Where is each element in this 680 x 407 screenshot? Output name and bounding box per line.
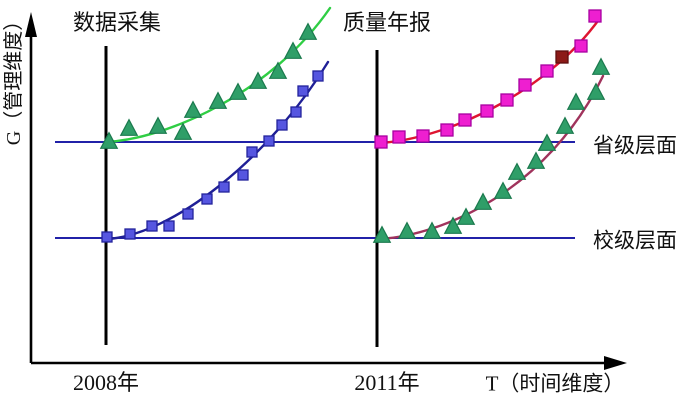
data-point-square [574,39,588,53]
data-point-triangle [456,207,476,225]
data-point-square [440,123,454,137]
event-label-quality-annual-report: 质量年报 [342,10,432,35]
x-tick-2011: 2011年 [354,370,420,395]
data-point-square [237,169,249,181]
data-point-triangle [283,41,303,59]
data-point-triangle [148,116,168,134]
data-point-square [540,64,554,78]
y-axis-label: G（管理维度） [3,10,25,146]
level-label-school: 校级层面 [593,228,677,253]
data-point-triangle [372,225,392,243]
data-point-triangle [473,192,493,210]
data-point-square [163,220,175,232]
data-point-square [182,208,194,220]
data-point-triangle [493,181,513,199]
data-point-square [374,135,388,149]
data-point-triangle [173,122,193,140]
data-point-triangle [268,61,288,79]
trend-curve-3 [377,74,605,241]
data-point-square [297,85,309,97]
data-point-square [101,231,113,243]
data-point-square [246,146,258,158]
data-point-square [201,193,213,205]
data-point-triangle [566,92,586,110]
data-point-triangle [422,221,442,239]
trend-curve-1 [105,60,330,241]
data-point-triangle [397,221,417,239]
data-point-square [276,119,288,131]
data-point-triangle [248,71,268,89]
data-point-square [518,78,532,92]
data-point-triangle [591,57,611,75]
x-axis-label: T（时间维度） [485,371,625,396]
data-point-triangle [183,100,203,118]
data-point-triangle [526,151,546,169]
x-tick-2008: 2008年 [72,370,140,395]
data-point-square [416,129,430,143]
y-axis-arrow-icon [25,12,37,37]
data-point-square [124,228,136,240]
data-point-triangle [586,82,606,100]
x-axis-arrow-icon [604,356,627,370]
data-point-triangle [298,22,318,40]
data-point-triangle [555,116,575,134]
event-label-data-collection: 数据采集 [72,10,162,35]
data-point-triangle [443,216,463,234]
data-point-triangle [119,118,139,136]
data-point-square [263,135,275,147]
data-point-square [392,130,406,144]
data-point-outlier [555,50,569,64]
data-point-triangle [99,131,119,149]
data-point-square [146,220,158,232]
data-point-triangle [507,162,527,180]
data-point-square [312,70,324,82]
data-point-square [290,106,302,118]
data-point-square [588,9,602,23]
level-label-provincial: 省级层面 [593,133,677,158]
data-point-triangle [228,82,248,100]
data-point-square [218,181,230,193]
data-point-triangle [537,133,557,151]
data-point-triangle [208,91,228,109]
data-point-square [480,104,494,118]
data-point-square [500,93,514,107]
data-point-square [458,113,472,127]
